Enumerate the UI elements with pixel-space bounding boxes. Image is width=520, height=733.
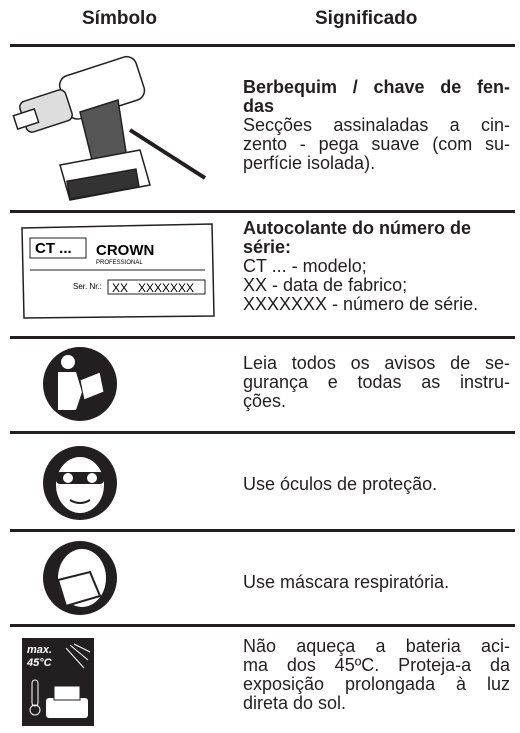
row-text-line: gurança e todas as instru- (243, 372, 510, 392)
goggles-icon (43, 446, 117, 520)
sticker-brand: CROWN (96, 242, 154, 259)
row-text-line: perfície isolada). (243, 153, 376, 173)
serial-sticker: CT ... CROWN PROFESSIONAL Ser. Nr.: XX X… (21, 223, 215, 319)
row-text-line: exposição prolongada à luz (243, 674, 510, 694)
row-text-line: Use óculos de proteção. (243, 474, 438, 494)
row-text-line: Leia todos os avisos de se- (243, 353, 510, 373)
rule (10, 529, 515, 532)
mask-icon (43, 541, 117, 615)
sticker-model: CT ... (35, 240, 72, 257)
rule (10, 336, 515, 339)
rule (10, 624, 515, 627)
row-text-line: Use máscara respiratória. (243, 572, 450, 592)
row-text-line: Secções assinaladas a cin- (243, 115, 510, 135)
icon-max: max. (27, 644, 52, 656)
row-text-line: XXXXXXX - número de série. (243, 294, 479, 314)
row-text-line: ma dos 45ºC. Proteja-a da (243, 655, 510, 675)
rule (10, 431, 515, 434)
sticker-serial-date: XX (112, 281, 128, 295)
row-title-line: Autocolante do número de (243, 218, 472, 238)
icon-temp: 45°C (26, 657, 53, 669)
row-text-line: ções. (243, 391, 287, 411)
sticker-serial-number: XXXXXXX (138, 281, 194, 295)
row-title-line: série: (243, 237, 292, 257)
sticker-brand-sub: PROFESSIONAL (96, 260, 143, 266)
row-text-line: direta do sol. (243, 693, 347, 713)
drill-icon (12, 55, 207, 201)
row-text-line: XX - data de fabrico; (243, 275, 408, 295)
rule (10, 44, 515, 47)
header-meaning: Significado (315, 8, 418, 29)
header-symbol: Símbolo (82, 8, 157, 29)
row-title-line: das (243, 96, 275, 116)
row-text-line: zento - pega suave (com su- (243, 134, 510, 154)
read-manual-icon (43, 347, 117, 421)
row-text-line: Não aqueça a bateria aci- (243, 636, 510, 656)
sticker-serial-label: Ser. Nr.: (73, 282, 102, 291)
row-text-line: CT ... - modelo; (243, 256, 367, 276)
rule (10, 210, 515, 213)
row-title-line: Berbequim / chave de fen- (243, 77, 510, 97)
battery-heat-icon: max. 45°C (22, 638, 94, 726)
